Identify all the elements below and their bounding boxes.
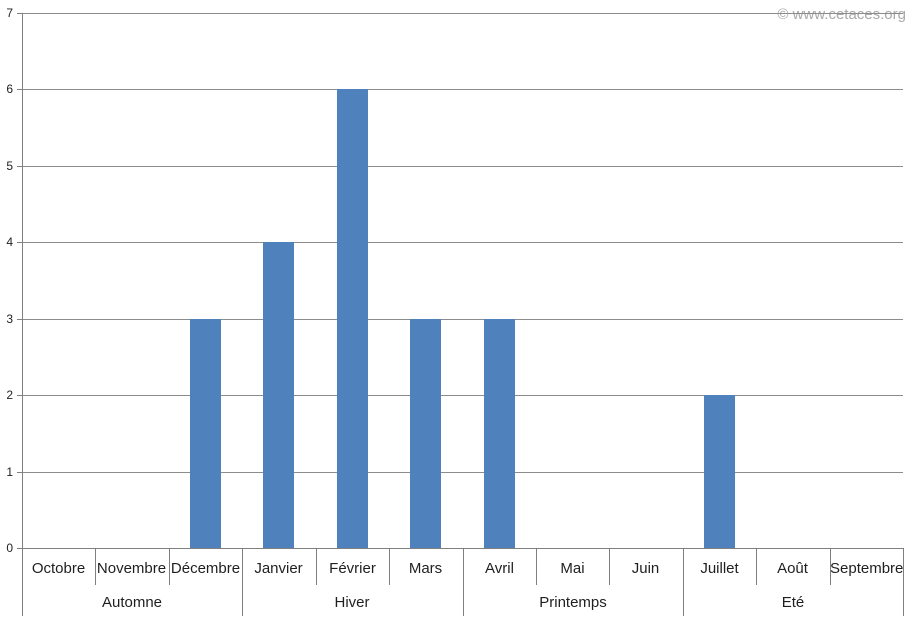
gridline xyxy=(22,472,903,473)
x-axis-line xyxy=(22,548,903,549)
month-label: Août xyxy=(777,560,808,577)
y-axis-label: 5 xyxy=(6,159,13,173)
category-tick xyxy=(169,548,170,585)
bar-février xyxy=(337,89,368,548)
watermark-text: © www.cetaces.org xyxy=(777,6,906,23)
month-label: Avril xyxy=(485,560,514,577)
month-label: Septembre xyxy=(830,560,904,577)
month-label: Février xyxy=(329,560,376,577)
y-axis-tick xyxy=(17,319,22,320)
month-label: Janvier xyxy=(254,560,303,577)
y-axis-tick xyxy=(17,13,22,14)
gridline xyxy=(22,395,903,396)
month-label: Décembre xyxy=(170,560,241,577)
y-axis-label: 2 xyxy=(6,388,13,402)
bar-mars xyxy=(410,319,441,548)
category-tick xyxy=(316,548,317,585)
category-tick xyxy=(609,548,610,585)
bar-janvier xyxy=(263,242,294,548)
month-label: Juin xyxy=(631,560,660,577)
month-label: Novembre xyxy=(96,560,167,577)
category-group-separator xyxy=(242,548,243,616)
y-axis-label: 1 xyxy=(6,465,13,479)
bar-avril xyxy=(484,319,515,548)
bar-décembre xyxy=(190,319,221,548)
category-tick xyxy=(389,548,390,585)
y-axis-tick xyxy=(17,395,22,396)
y-axis-line xyxy=(22,13,23,616)
month-label: Octobre xyxy=(31,560,86,577)
gridline xyxy=(22,166,903,167)
category-tick xyxy=(95,548,96,585)
category-group-separator xyxy=(22,548,23,616)
category-tick xyxy=(756,548,757,585)
gridline xyxy=(22,89,903,90)
category-group-separator xyxy=(903,548,904,616)
month-label: Mai xyxy=(560,560,585,577)
gridline xyxy=(22,13,903,14)
y-axis-label: 7 xyxy=(6,6,13,20)
y-axis-tick xyxy=(17,548,22,549)
category-group-separator xyxy=(683,548,684,616)
bar-juillet xyxy=(704,395,735,548)
category-tick xyxy=(536,548,537,585)
y-axis-tick xyxy=(17,166,22,167)
month-label: Juillet xyxy=(700,560,739,577)
y-axis-label: 3 xyxy=(6,312,13,326)
gridline xyxy=(22,242,903,243)
gridline xyxy=(22,319,903,320)
y-axis-tick xyxy=(17,89,22,90)
y-axis-label: 6 xyxy=(6,82,13,96)
category-group-separator xyxy=(463,548,464,616)
y-axis-label: 0 xyxy=(6,541,13,555)
category-tick xyxy=(830,548,831,585)
season-label: Automne xyxy=(101,594,163,611)
season-label: Eté xyxy=(781,594,805,611)
month-label: Mars xyxy=(408,560,443,577)
y-axis-label: 4 xyxy=(6,235,13,249)
y-axis-tick xyxy=(17,472,22,473)
season-label: Printemps xyxy=(539,594,607,611)
y-axis-tick xyxy=(17,242,22,243)
season-label: Hiver xyxy=(334,594,370,611)
